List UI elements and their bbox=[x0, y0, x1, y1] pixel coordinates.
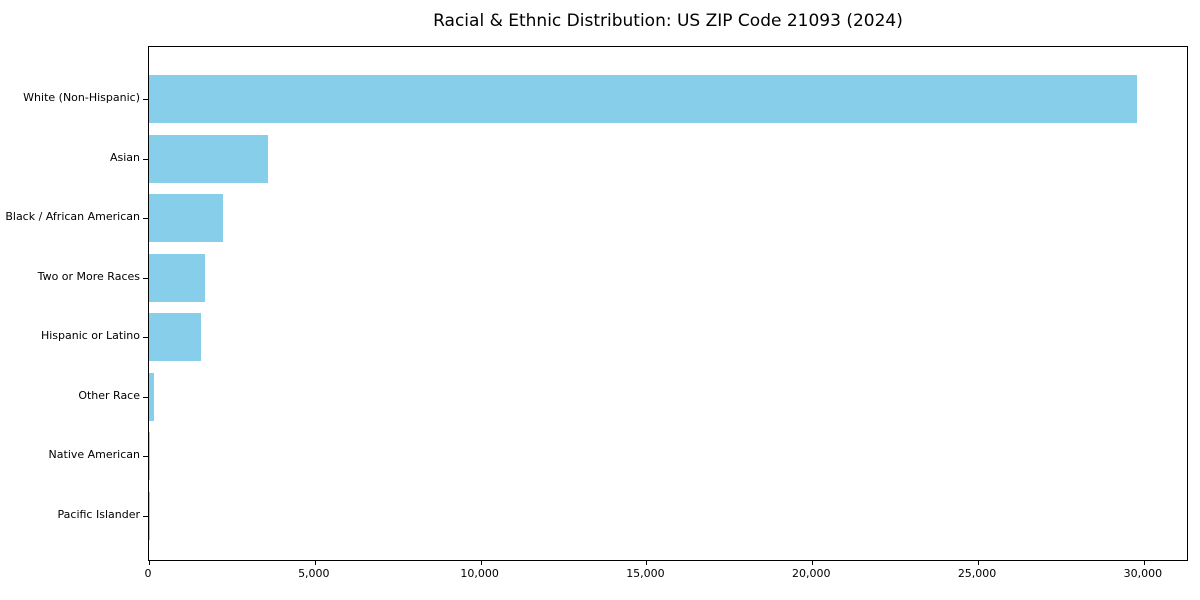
bar-6 bbox=[149, 432, 151, 481]
y-axis-label-0: White (Non-Hispanic) bbox=[23, 91, 140, 104]
y-tick-1 bbox=[143, 158, 149, 160]
y-tick-7 bbox=[143, 516, 149, 517]
x-tick-4 bbox=[812, 561, 814, 565]
x-tick-5 bbox=[978, 561, 980, 565]
x-tick-label-4: 20,000 bbox=[792, 567, 831, 580]
x-tick-3 bbox=[646, 561, 648, 565]
y-axis-label-4: Hispanic or Latino bbox=[40, 329, 140, 343]
x-tick-label-5: 25,000 bbox=[957, 567, 997, 580]
y-tick-5 bbox=[143, 396, 149, 398]
chart-title: Racial & Ethnic Distribution: US ZIP Cod… bbox=[433, 11, 903, 31]
bar-4 bbox=[149, 313, 201, 362]
bar-5 bbox=[149, 372, 154, 421]
y-axis-label-3: Two or More Races bbox=[37, 269, 140, 283]
x-tick-label-6: 30,000 bbox=[1123, 567, 1163, 580]
y-tick-2 bbox=[143, 218, 149, 220]
y-axis-label-7: Pacific Islander bbox=[57, 508, 140, 521]
bar-1 bbox=[149, 134, 269, 183]
y-tick-0 bbox=[143, 99, 149, 100]
x-tick-label-1: 5,000 bbox=[298, 567, 330, 580]
x-tick-label-3: 15,000 bbox=[626, 567, 665, 580]
x-tick-6 bbox=[1143, 561, 1145, 565]
y-tick-6 bbox=[143, 456, 149, 458]
y-axis-label-5: Other Race bbox=[78, 388, 140, 402]
bar-0 bbox=[149, 75, 1138, 123]
y-tick-3 bbox=[143, 277, 149, 279]
x-tick-0 bbox=[149, 561, 150, 565]
x-tick-1 bbox=[314, 561, 316, 565]
x-tick-label-0: 0 bbox=[144, 567, 152, 580]
y-axis-label-6: Native American bbox=[48, 448, 140, 462]
x-tick-2 bbox=[480, 561, 482, 565]
y-axis-label-2: Black / African American bbox=[5, 210, 140, 224]
x-tick-label-2: 10,000 bbox=[460, 567, 499, 580]
y-axis-label-1: Asian bbox=[109, 150, 140, 164]
bar-2 bbox=[149, 194, 223, 243]
bar-3 bbox=[149, 253, 205, 302]
plot-area bbox=[143, 46, 1188, 565]
y-tick-4 bbox=[143, 337, 149, 339]
